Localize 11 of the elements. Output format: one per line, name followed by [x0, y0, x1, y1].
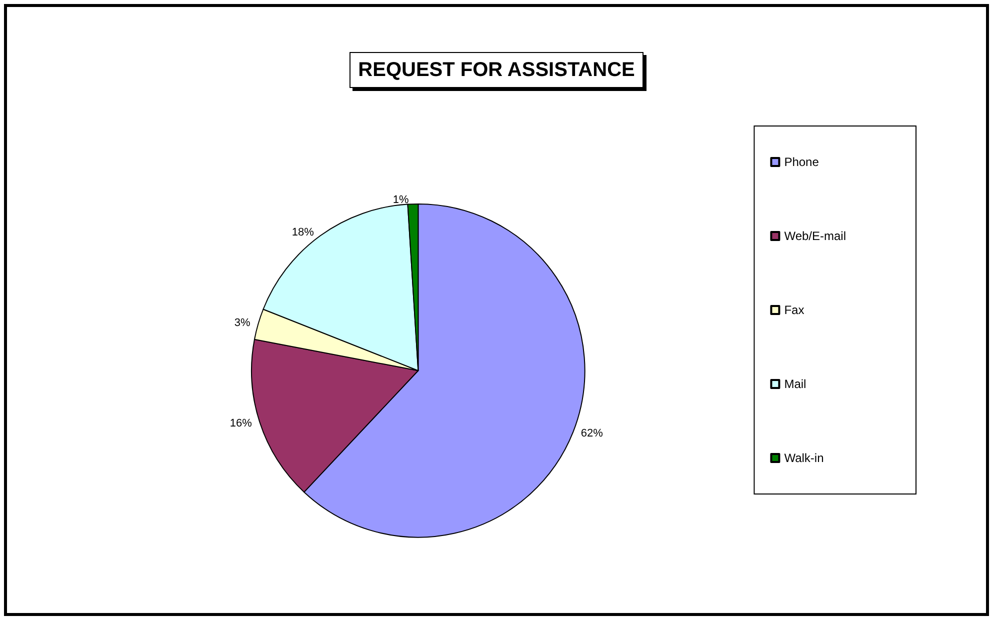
data-label: 16% [230, 417, 252, 430]
legend-label: Mail [784, 377, 806, 391]
legend-label: Fax [784, 303, 804, 317]
data-label: 18% [292, 226, 314, 239]
chart-title: REQUEST FOR ASSISTANCE [358, 59, 635, 81]
legend-label: Walk-in [784, 451, 824, 465]
legend-label: Web/E-mail [784, 229, 846, 243]
legend-label: Phone [784, 155, 820, 169]
data-label: 62% [580, 427, 604, 440]
data-label: 3% [234, 316, 251, 329]
data-label: 1% [392, 194, 410, 206]
